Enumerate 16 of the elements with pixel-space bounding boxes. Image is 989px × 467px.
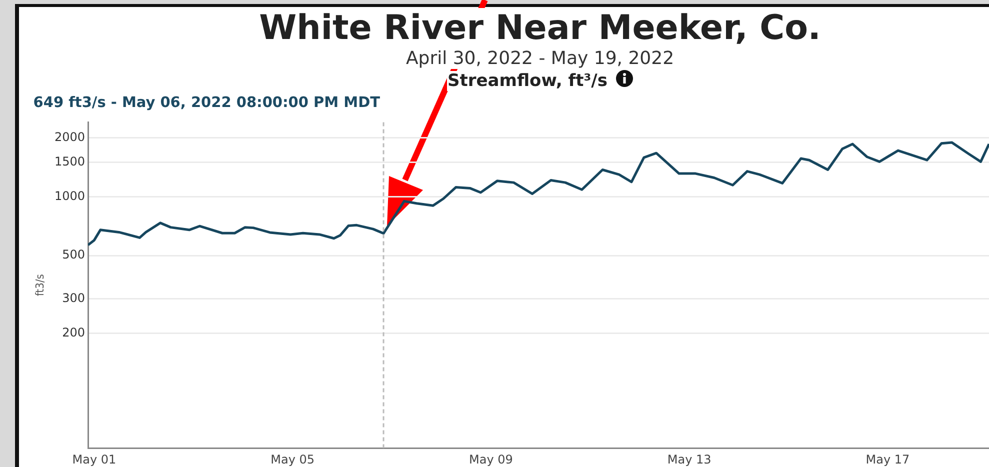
y-tick-label: 1500 [54, 154, 85, 168]
x-tick-label: May 13 [667, 452, 712, 466]
y-tick-label: 1000 [54, 188, 85, 203]
y-tick-label: 300 [62, 291, 85, 306]
x-tick-label: May 01 [72, 452, 116, 466]
y-axis-title: ft3/s [33, 274, 46, 296]
x-tick-label: May 05 [270, 452, 315, 466]
x-tick-label: May 09 [469, 452, 513, 466]
y-tick-label: 200 [62, 326, 85, 340]
text: Streamflow, ft³/s [447, 71, 608, 91]
y-tick-label: 2000 [54, 130, 85, 144]
y-tick-label: 500 [62, 248, 85, 262]
ref-line-label: 649 ft3/s - May 06, 2022 08:00:00 PM MDT [33, 94, 380, 112]
chart-title: White River Near Meeker, Co. [259, 8, 821, 48]
chart-subtitle: April 30, 2022 - May 19, 2022 [406, 48, 674, 69]
x-tick-label: May 17 [866, 452, 910, 466]
